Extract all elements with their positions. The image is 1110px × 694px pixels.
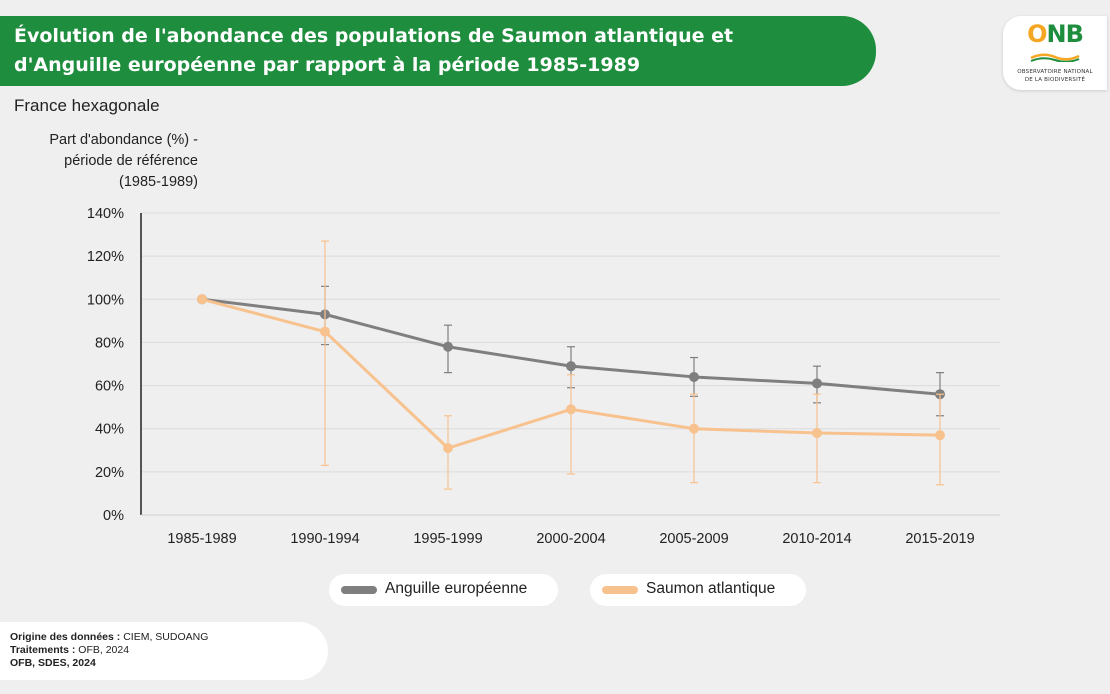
y-axis-label-line-3: (1985-1989) bbox=[119, 174, 198, 190]
legend-label-salmon: Saumon atlantique bbox=[646, 580, 776, 597]
legend-swatch-salmon bbox=[602, 586, 638, 594]
y-tick-label: 40% bbox=[95, 422, 124, 438]
x-tick-label: 1995-1999 bbox=[413, 531, 482, 547]
x-tick-label: 2000-2004 bbox=[536, 531, 605, 547]
y-tick-label: 140% bbox=[87, 206, 124, 222]
data-point-eel bbox=[443, 341, 453, 352]
chart-subtitle: France hexagonale bbox=[14, 96, 160, 115]
legend-label-eel: Anguille européenne bbox=[385, 580, 528, 597]
chart-title-line-2: d'Anguille européenne par rapport à la p… bbox=[14, 54, 641, 76]
y-axis-label-line-2: période de référence bbox=[64, 153, 198, 169]
data-point-salmon bbox=[566, 404, 576, 415]
y-tick-label: 120% bbox=[87, 249, 124, 265]
logo-wave-icon bbox=[1030, 53, 1080, 62]
x-tick-label: 2015-2019 bbox=[905, 531, 974, 547]
source-credit: OFB, SDES, 2024 bbox=[10, 657, 96, 669]
x-tick-label: 1990-1994 bbox=[290, 531, 359, 547]
y-tick-label: 20% bbox=[95, 465, 124, 481]
data-point-eel bbox=[566, 361, 576, 372]
data-point-salmon bbox=[443, 443, 453, 454]
data-point-salmon bbox=[812, 428, 822, 439]
logo-wordmark: ONB bbox=[1027, 20, 1084, 48]
y-axis-label: Part d'abondance (%) - période de référe… bbox=[10, 130, 198, 193]
source-processing-label: Traitements : bbox=[10, 644, 76, 656]
data-point-eel bbox=[812, 378, 822, 389]
logo-subtitle-2: DE LA BIODIVERSITÉ bbox=[1024, 77, 1086, 83]
x-tick-label: 1985-1989 bbox=[167, 531, 236, 547]
legend-swatch-eel bbox=[341, 586, 377, 594]
legend-item-salmon: Saumon atlantique bbox=[590, 574, 806, 606]
data-point-eel bbox=[689, 371, 699, 382]
data-point-salmon bbox=[689, 423, 699, 434]
y-tick-label: 80% bbox=[95, 335, 124, 351]
source-processing-value: OFB, 2024 bbox=[78, 644, 130, 656]
data-point-salmon bbox=[197, 294, 207, 305]
y-tick-label: 0% bbox=[103, 508, 124, 524]
x-tick-label: 2005-2009 bbox=[659, 531, 728, 547]
y-tick-label: 60% bbox=[95, 379, 124, 395]
chart-title-line-1: Évolution de l'abondance des populations… bbox=[14, 25, 734, 47]
y-axis-label-line-1: Part d'abondance (%) - bbox=[49, 132, 198, 148]
onb-logo: ONB OBSERVATOIRE NATIONAL DE LA BIODIVER… bbox=[1003, 16, 1107, 90]
data-point-salmon bbox=[320, 326, 330, 337]
source-note: Origine des données : CIEM, SUDOANG Trai… bbox=[0, 622, 328, 680]
x-tick-label: 2010-2014 bbox=[782, 531, 851, 547]
title-banner: Évolution de l'abondance des populations… bbox=[0, 16, 876, 86]
logo-subtitle-1: OBSERVATOIRE NATIONAL bbox=[1017, 69, 1093, 75]
source-origin-value: CIEM, SUDOANG bbox=[123, 631, 209, 643]
legend-item-eel: Anguille européenne bbox=[329, 574, 558, 606]
y-tick-label: 100% bbox=[87, 292, 124, 308]
data-point-salmon bbox=[935, 430, 945, 441]
source-origin-label: Origine des données : bbox=[10, 631, 121, 643]
